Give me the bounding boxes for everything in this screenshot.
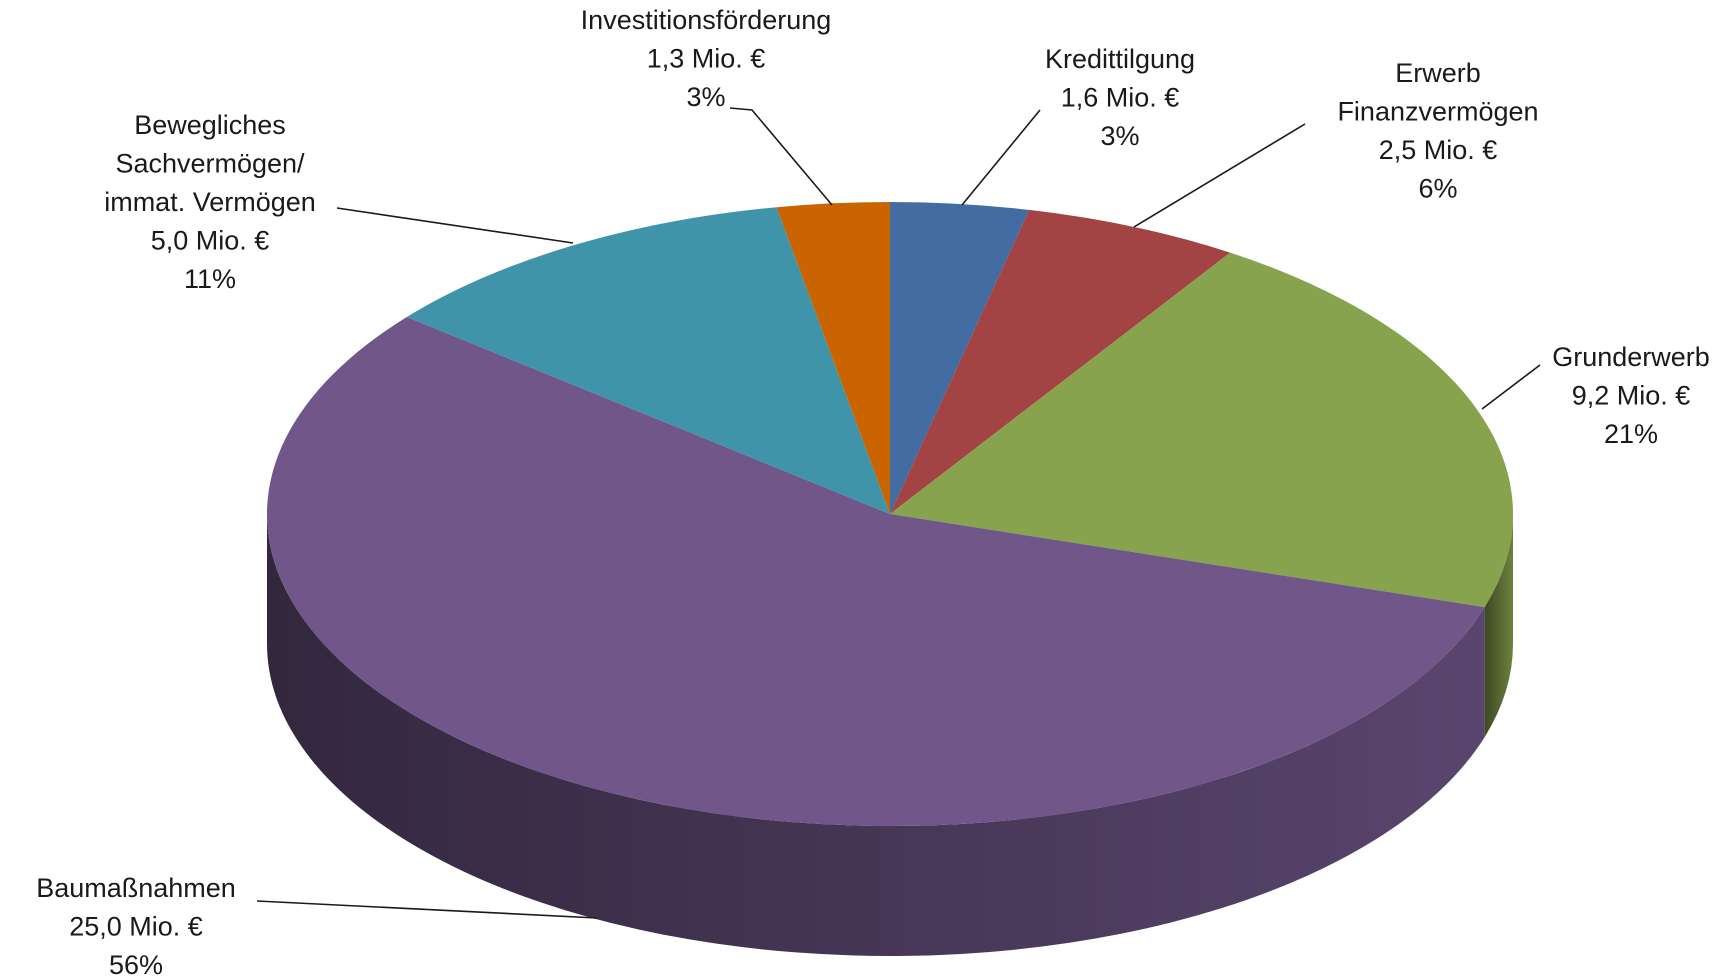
category-label: Kredittilgung — [1045, 44, 1195, 74]
slice-side — [1484, 514, 1513, 738]
slice — [406, 207, 890, 515]
value-label: 25,0 Mio. € — [69, 912, 203, 942]
percent-label: 6% — [1418, 174, 1457, 204]
percent-label: 3% — [686, 82, 725, 112]
category-label: Grunderwerb — [1552, 342, 1710, 372]
leader-line — [961, 109, 1041, 206]
slice — [890, 202, 1030, 514]
leader-line — [256, 900, 598, 919]
category-label: Sachvermögen/ — [115, 149, 305, 179]
leader-line — [336, 207, 574, 244]
percent-label: 11% — [184, 264, 236, 294]
category-label: Erwerb — [1395, 58, 1481, 88]
category-label: Bewegliches — [134, 110, 286, 140]
value-label: 2,5 Mio. € — [1379, 135, 1498, 165]
value-label: 1,6 Mio. € — [1061, 83, 1180, 113]
slice — [890, 209, 1231, 514]
category-label: Investitionsförderung — [581, 5, 832, 35]
percent-label: 3% — [1100, 121, 1139, 151]
leader-line — [729, 107, 833, 206]
percent-label: 56% — [109, 950, 163, 979]
value-label: 1,3 Mio. € — [647, 44, 766, 74]
category-label: Finanzvermögen — [1337, 97, 1538, 127]
category-label: Baumaßnahmen — [36, 873, 236, 903]
slice — [776, 202, 890, 514]
slice — [266, 317, 1485, 827]
slice — [890, 252, 1513, 608]
category-label: immat. Vermögen — [104, 187, 316, 217]
value-label: 5,0 Mio. € — [151, 226, 270, 256]
slice-side — [267, 514, 1485, 957]
percent-label: 21% — [1604, 419, 1658, 449]
leader-line — [1481, 364, 1541, 410]
leader-line — [1133, 123, 1306, 228]
value-label: 9,2 Mio. € — [1572, 381, 1691, 411]
